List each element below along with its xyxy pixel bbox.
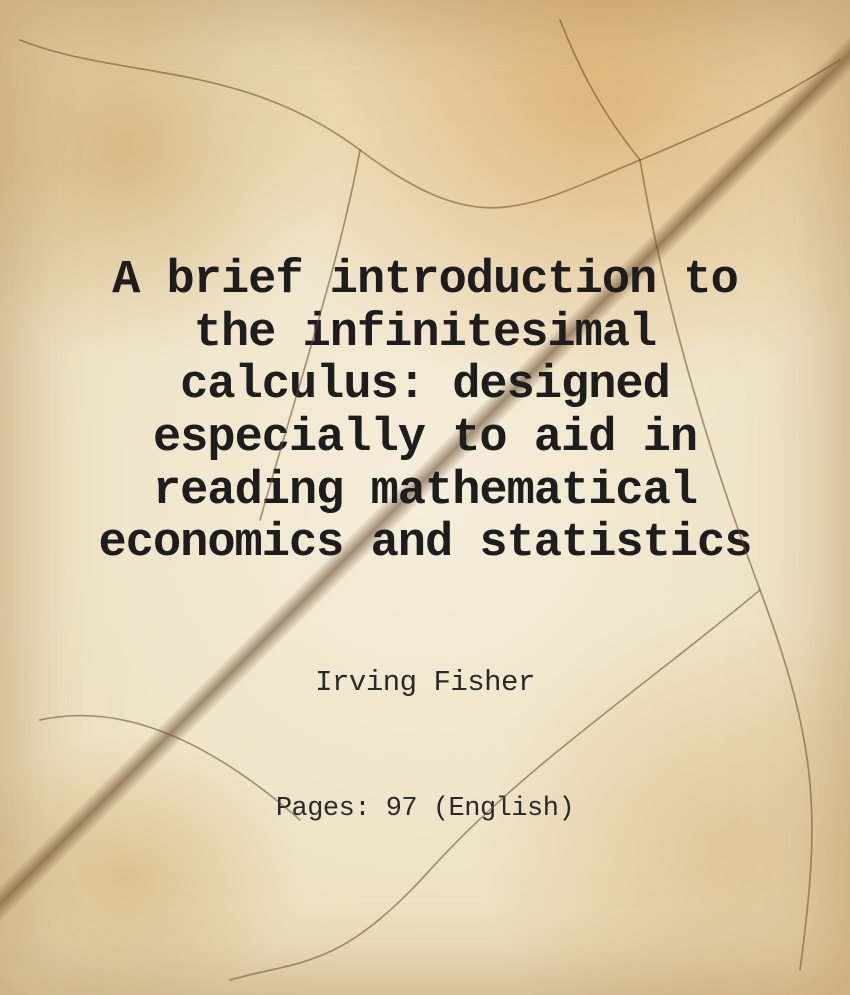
book-pages-line: Pages: 97 (English): [276, 794, 574, 824]
book-cover: A brief introduction to the infinitesima…: [0, 0, 850, 995]
book-title: A brief introduction to the infinitesima…: [65, 255, 785, 571]
book-author: Irving Fisher: [315, 666, 535, 699]
title-block: A brief introduction to the infinitesima…: [65, 255, 785, 571]
